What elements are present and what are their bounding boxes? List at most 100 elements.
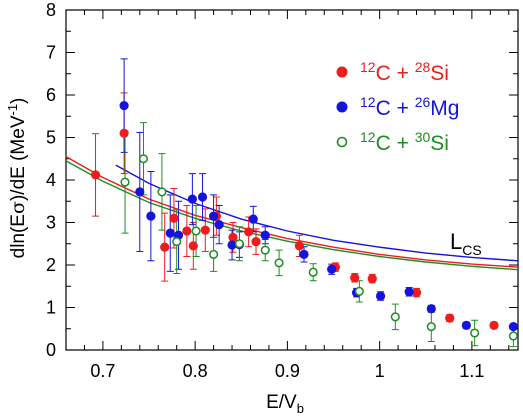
legend-mass-number: 12	[360, 94, 376, 110]
legend-text-part: C +	[376, 97, 415, 120]
data-point	[375, 291, 386, 301]
data-point	[119, 101, 129, 111]
data-point	[188, 241, 198, 251]
data-point-open	[426, 322, 436, 332]
y-axis-title-sigma: σ	[7, 201, 29, 214]
axis-ticks	[65, 9, 518, 351]
data-point	[251, 237, 261, 247]
y-tick-label: 8	[46, 0, 56, 20]
data-point	[426, 304, 436, 314]
legend-mass-number: 12	[360, 59, 376, 75]
legend-text-part: Si	[430, 132, 449, 155]
data-point-open	[354, 286, 364, 296]
data-point	[327, 264, 337, 274]
data-point	[248, 214, 258, 224]
x-axis-title-sub: b	[297, 401, 304, 416]
legend-marker-open	[336, 136, 348, 148]
y-tick-label: 3	[46, 213, 56, 233]
data-point	[119, 128, 129, 138]
data-point	[445, 313, 455, 323]
data-point-open	[234, 239, 244, 249]
data-point	[508, 322, 518, 332]
legend-text-part: Mg	[430, 97, 459, 120]
y-tick-label: 2	[46, 255, 56, 275]
red-curve	[65, 155, 519, 268]
data-point	[90, 170, 101, 180]
data-point-open	[274, 258, 284, 268]
lcs-label-sub: CS	[462, 242, 481, 258]
data-point	[489, 320, 499, 330]
y-tick-label: 1	[46, 298, 56, 318]
data-point	[200, 225, 210, 235]
annotations: LCS	[450, 229, 482, 258]
data-point	[350, 273, 360, 283]
y-tick-label: 6	[46, 85, 56, 105]
y-tick-label: 5	[46, 128, 56, 148]
x-tick-label: 0.7	[90, 361, 115, 381]
y-axis-title-sup: -1	[5, 104, 20, 116]
legend-mass-number: 28	[415, 59, 431, 75]
y-tick-label: 7	[46, 43, 56, 63]
data-point	[411, 288, 422, 298]
legend-label: 12C + 30Si	[360, 129, 449, 155]
data-point	[165, 228, 175, 238]
data-point-open	[138, 154, 149, 164]
x-tick-label: 0.9	[275, 361, 300, 381]
data-point	[228, 232, 238, 242]
data-point	[294, 241, 304, 251]
data-point-open	[260, 245, 270, 255]
x-tick-label: 0.8	[183, 361, 208, 381]
lcs-label-main: L	[450, 229, 462, 254]
data-point	[461, 320, 471, 330]
data-points	[90, 101, 518, 341]
data-point	[260, 230, 270, 240]
legend-text-part: C +	[376, 62, 415, 85]
y-axis-title-suffix: )	[8, 98, 29, 104]
x-axis-title-main: E/V	[266, 392, 297, 413]
plot-frame	[65, 9, 519, 351]
x-axis-title: E/Vb	[266, 392, 304, 416]
data-point	[299, 249, 309, 259]
data-point-open	[390, 312, 400, 322]
data-point-open	[470, 328, 480, 338]
y-axis-title-mid: )/dE (MeV	[8, 115, 29, 201]
data-point	[227, 240, 237, 250]
data-point	[169, 213, 179, 223]
model-curves	[65, 155, 519, 271]
data-point-open	[508, 331, 518, 341]
data-point	[404, 287, 414, 297]
legend-mass-number: 26	[415, 94, 431, 110]
legend-marker	[336, 101, 348, 113]
y-tick-label: 0	[46, 340, 56, 360]
data-point-open	[172, 237, 182, 247]
legend-mass-number: 12	[360, 129, 376, 145]
legend-label: 12C + 28Si	[360, 59, 449, 85]
legend-text-part: C +	[376, 132, 415, 155]
data-point	[135, 187, 145, 197]
data-point	[214, 220, 224, 230]
data-point	[187, 194, 197, 204]
legend-marker	[336, 66, 348, 78]
y-tick-label: 4	[46, 170, 56, 190]
data-point-open	[157, 187, 167, 197]
legend-text-part: Si	[430, 62, 449, 85]
lcs-label: LCS	[450, 229, 482, 258]
data-point	[208, 211, 219, 221]
x-tick-label: 1	[375, 361, 385, 381]
data-point-open	[191, 226, 201, 236]
legend-label: 12C + 26Mg	[360, 94, 459, 120]
green-curve	[65, 160, 519, 271]
y-axis-title-prefix: dln(E	[8, 214, 29, 258]
data-point	[160, 242, 170, 252]
data-point	[367, 274, 377, 284]
y-axis-title: dln(Eσ)/dE (MeV-1)	[5, 98, 29, 259]
data-point	[197, 192, 208, 202]
data-point	[244, 227, 254, 237]
blue-curve	[115, 164, 519, 262]
data-point-open	[120, 177, 130, 187]
data-point-open	[209, 249, 219, 259]
